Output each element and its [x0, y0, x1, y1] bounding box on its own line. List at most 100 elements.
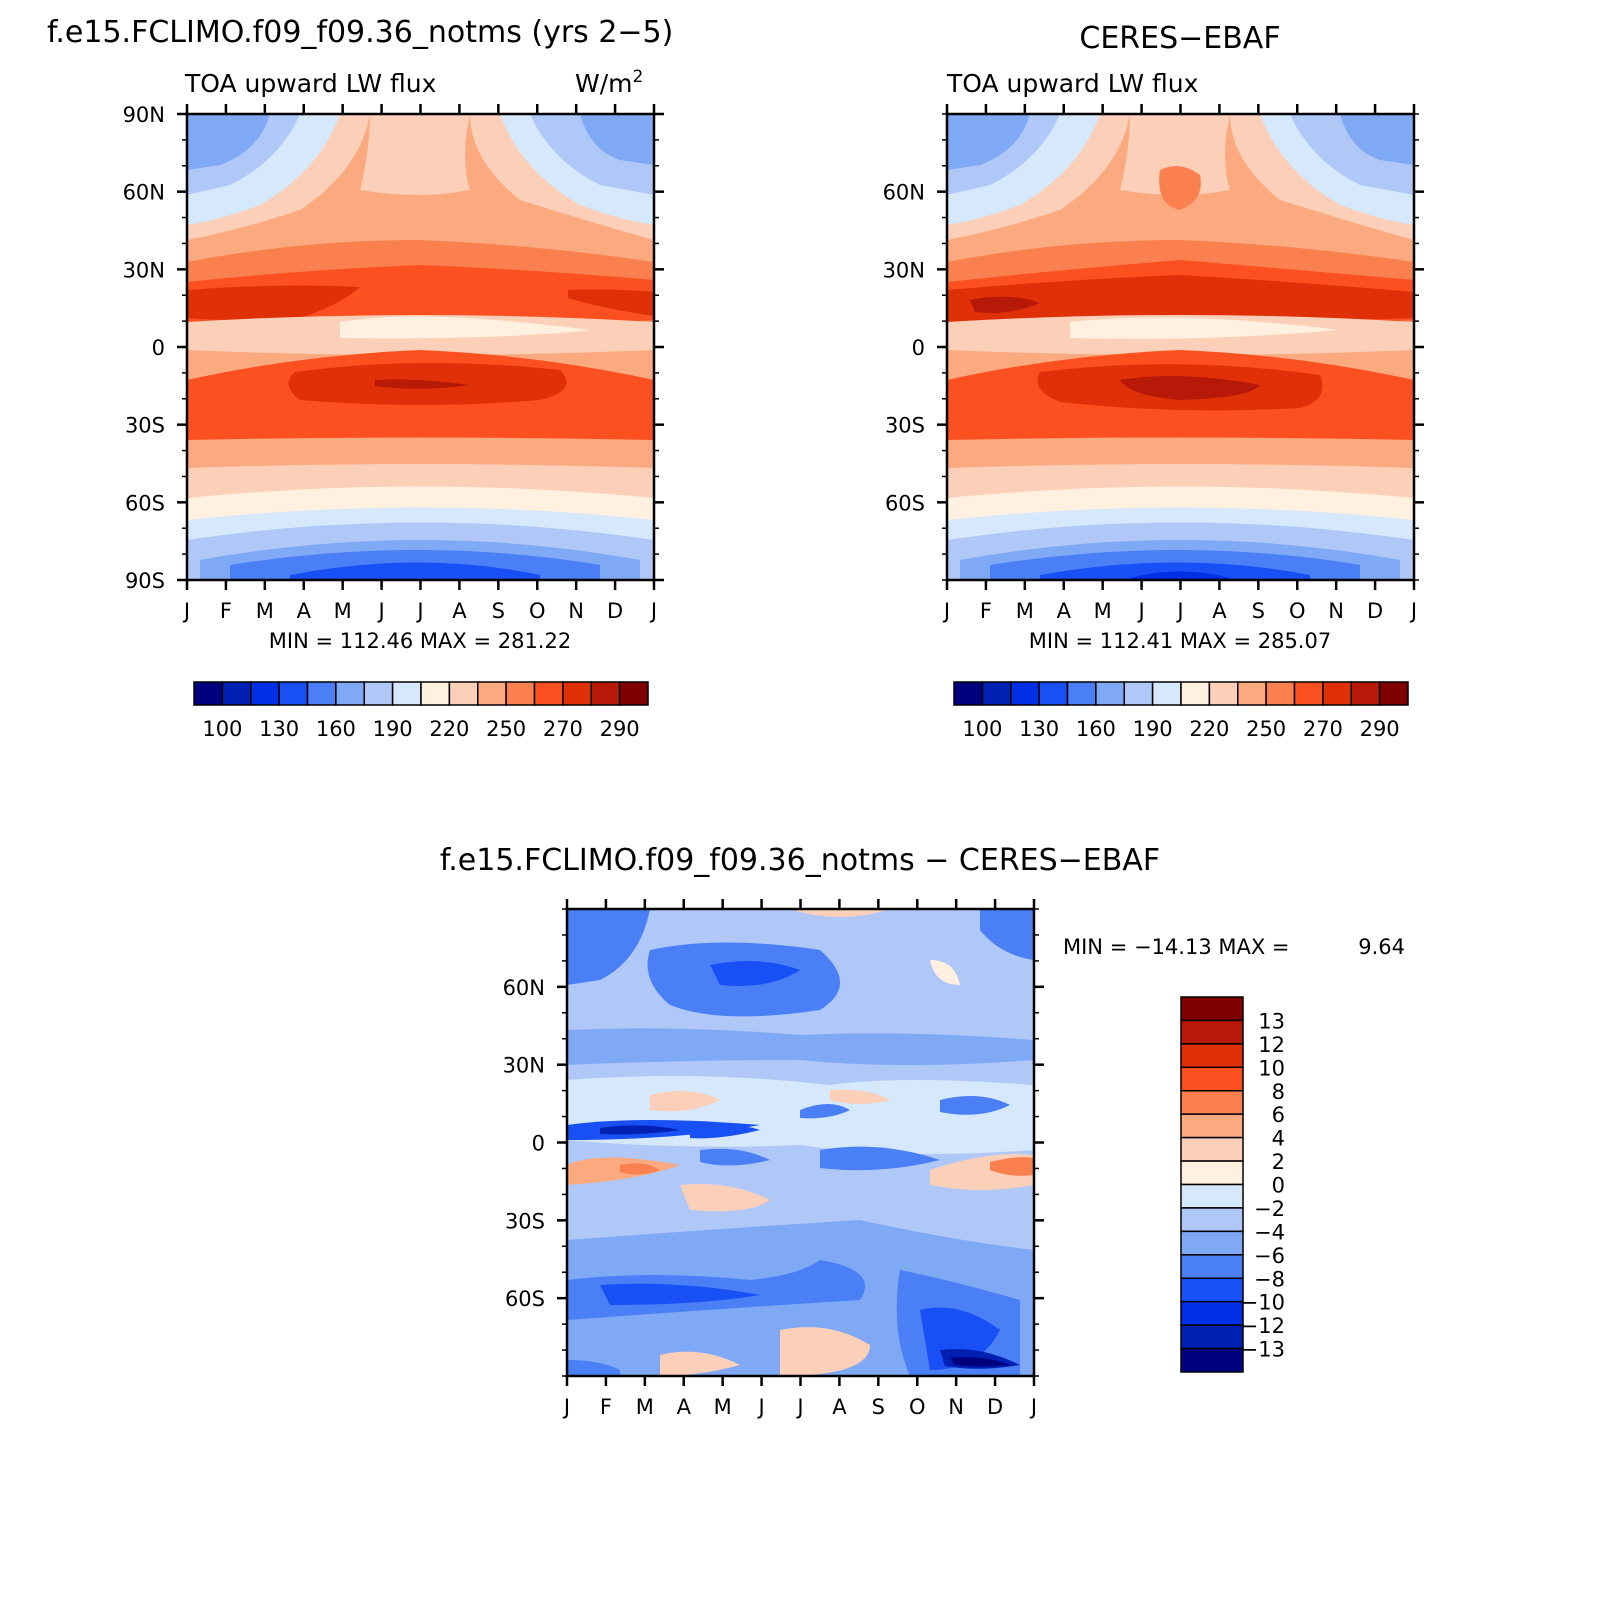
obs-x-tick-label: F — [980, 599, 992, 623]
diff-colorbar-label: −13 — [1241, 1338, 1285, 1362]
obs-x-tick-label: A — [1212, 599, 1227, 623]
diff-colorbar-swatch — [1180, 1066, 1244, 1092]
diff-x-tick-label: J — [756, 1395, 764, 1419]
model-panel-variable-label: TOA upward LW flux — [184, 69, 436, 98]
obs-contour-field — [947, 114, 1414, 580]
model-colorbar-label: 290 — [600, 717, 640, 741]
obs-colorbar-swatch — [1322, 681, 1352, 706]
diff-stats-max-value: 9.64 — [1358, 935, 1405, 959]
obs-colorbar-label: 290 — [1360, 717, 1400, 741]
diff-colorbar-swatch — [1180, 1019, 1244, 1045]
diff-colorbar-swatch — [1180, 996, 1244, 1022]
obs-panel: CERES−EBAF TOA upward LW flux — [883, 21, 1424, 741]
diff-x-tick-label: N — [948, 1395, 964, 1419]
model-colorbar-swatch — [420, 681, 451, 706]
model-colorbar-swatch — [533, 681, 564, 706]
model-colorbar-swatch — [618, 681, 649, 706]
obs-x-tick-label: O — [1289, 599, 1306, 623]
model-y-tick-label: 60S — [125, 491, 165, 515]
obs-x-tick-label: D — [1367, 599, 1383, 623]
diff-y-tick-label: 0 — [532, 1132, 545, 1156]
obs-colorbar-swatch — [1378, 681, 1409, 706]
model-x-tick-label: J — [182, 599, 190, 623]
diff-colorbar-swatch — [1180, 1277, 1244, 1303]
diff-colorbar-label: −4 — [1254, 1220, 1285, 1244]
diff-panel: f.e15.FCLIMO.f09_f09.36_notms − CERES−EB… — [440, 843, 1405, 1419]
diff-y-tick-label: 60N — [503, 976, 545, 1000]
model-colorbar-swatch — [335, 681, 365, 706]
diff-x-tick-label: J — [562, 1395, 570, 1419]
diff-colorbar-swatch — [1180, 1160, 1244, 1186]
diff-colorbar-label: 10 — [1258, 1056, 1285, 1080]
model-y-tick-label: 30S — [125, 414, 165, 438]
model-colorbar-swatch — [448, 681, 479, 706]
obs-colorbar-label: 250 — [1246, 717, 1286, 741]
obs-colorbar-swatch — [1038, 681, 1069, 706]
model-panel-units-label: W/m2 — [575, 67, 643, 98]
diff-colorbar-swatch — [1180, 1090, 1244, 1115]
obs-colorbar-swatch — [1265, 681, 1296, 706]
model-stats: MIN = 112.46 MAX = 281.22 — [269, 629, 571, 653]
diff-panel-title: f.e15.FCLIMO.f09_f09.36_notms − CERES−EB… — [440, 843, 1160, 878]
diff-colorbar-label: 12 — [1258, 1033, 1285, 1057]
model-x-tick-label: J — [649, 599, 657, 623]
obs-stats: MIN = 112.41 MAX = 285.07 — [1029, 629, 1331, 653]
model-x-tick-label: M — [256, 599, 274, 623]
diff-colorbar-swatch — [1180, 1300, 1244, 1326]
obs-panel-variable-label: TOA upward LW flux — [946, 69, 1198, 98]
obs-colorbar-label: 100 — [962, 717, 1002, 741]
model-y-tick-label: 0 — [152, 336, 165, 360]
model-colorbar-swatch — [193, 681, 224, 706]
diff-x-tick-label: D — [987, 1395, 1003, 1419]
model-x-tick-label: S — [492, 599, 505, 623]
obs-colorbar-label: 220 — [1189, 717, 1229, 741]
diff-y-tick-label: 30N — [503, 1054, 545, 1078]
model-colorbar: 100 130 160 190 220 250 270 290 — [193, 681, 649, 741]
model-y-tick-label: 90S — [125, 569, 165, 593]
model-colorbar-swatch — [590, 681, 621, 706]
model-colorbar-label: 100 — [202, 717, 242, 741]
diff-colorbar-swatch — [1180, 1207, 1244, 1233]
model-y-tick-label: 30N — [123, 258, 165, 282]
obs-colorbar-swatch — [1095, 681, 1125, 706]
diff-x-tick-label: A — [832, 1395, 847, 1419]
model-y-tick-label: 90N — [123, 103, 165, 127]
obs-colorbar-swatch — [1151, 681, 1182, 706]
diff-colorbar-swatch — [1180, 1043, 1244, 1069]
diff-y-tick-label: 30S — [505, 1209, 545, 1233]
obs-colorbar-swatch — [981, 681, 1012, 706]
obs-colorbar-swatch — [1010, 681, 1040, 706]
obs-colorbar-label: 130 — [1019, 717, 1059, 741]
diff-colorbar-label: −8 — [1254, 1267, 1285, 1291]
obs-x-tick-label: J — [942, 599, 950, 623]
obs-colorbar-swatch — [1066, 681, 1097, 706]
obs-colorbar-label: 270 — [1303, 717, 1343, 741]
diff-colorbar-label: 13 — [1258, 1009, 1285, 1033]
obs-y-tick-label: 30S — [885, 414, 925, 438]
diff-colorbar-swatch — [1180, 1324, 1244, 1350]
model-colorbar-label: 130 — [259, 717, 299, 741]
obs-colorbar-swatch — [1180, 681, 1211, 706]
diff-x-tick-label: F — [600, 1395, 612, 1419]
diff-colorbar-swatch — [1180, 1113, 1244, 1139]
model-panel-title: f.e15.FCLIMO.f09_f09.36_notms (yrs 2−5) — [47, 15, 673, 50]
obs-y-tick-label: 30N — [883, 258, 925, 282]
diff-x-tick-label: J — [795, 1395, 803, 1419]
diff-colorbar-label: −10 — [1241, 1291, 1285, 1315]
diff-colorbar-swatch — [1180, 1254, 1244, 1279]
diff-colorbar-label: 0 — [1272, 1174, 1285, 1198]
obs-x-tick-label: M — [1094, 599, 1112, 623]
diff-colorbar-label: −6 — [1254, 1244, 1285, 1268]
model-x-tick-label: O — [529, 599, 546, 623]
obs-x-tick-label: M — [1016, 599, 1034, 623]
diff-colorbar-label: −2 — [1254, 1197, 1285, 1221]
model-colorbar-label: 270 — [543, 717, 583, 741]
model-colorbar-label: 190 — [373, 717, 413, 741]
model-y-tick-label: 60N — [123, 181, 165, 205]
model-x-tick-label: D — [607, 599, 623, 623]
obs-colorbar-swatch — [953, 681, 984, 706]
model-x-tick-label: A — [452, 599, 467, 623]
